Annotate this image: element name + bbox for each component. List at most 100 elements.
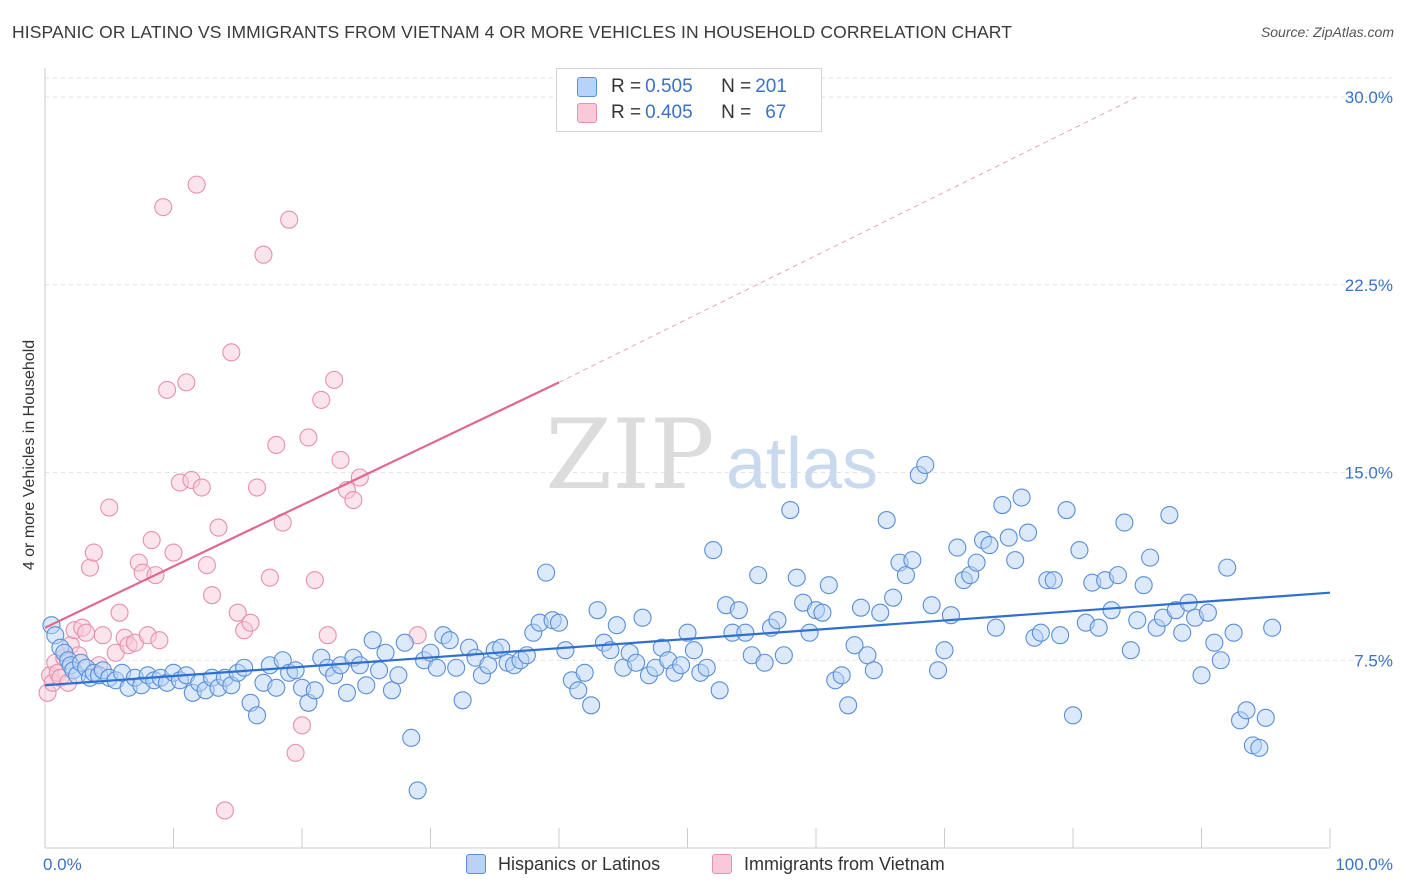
data-point	[813, 603, 832, 622]
bottom-legend-hispanic: Hispanics or Latinos	[466, 852, 660, 876]
data-point	[1018, 523, 1038, 542]
data-point	[903, 551, 922, 570]
data-point	[1044, 571, 1063, 590]
data-point	[1012, 488, 1031, 507]
data-point	[1108, 566, 1128, 585]
data-point	[77, 623, 96, 642]
watermark-atlas: atlas	[726, 424, 878, 504]
legend-r-value: 0.405	[645, 102, 693, 123]
data-point	[896, 566, 916, 585]
legend-swatch-vietnam	[577, 103, 597, 123]
data-point	[408, 781, 427, 800]
data-point	[305, 571, 324, 590]
legend-n-value: 67	[765, 102, 787, 123]
bottom-legend-label-hispanic: Hispanics or Latinos	[498, 853, 661, 874]
data-point	[729, 601, 748, 620]
data-point	[569, 681, 588, 700]
data-point	[1089, 618, 1108, 637]
legend-swatch-hispanic	[577, 77, 597, 97]
watermark-zip: ZIP	[545, 399, 714, 511]
data-point	[344, 490, 363, 510]
data-point	[948, 538, 967, 557]
data-point	[916, 455, 935, 475]
trend-line-vietnam	[44, 381, 560, 629]
data-point	[84, 543, 103, 562]
data-point	[582, 696, 601, 715]
y-tick-label: 15.0%	[1345, 464, 1393, 483]
data-point	[768, 611, 787, 630]
data-point	[1057, 500, 1076, 520]
data-point	[177, 373, 196, 392]
data-point	[1256, 708, 1275, 727]
tick-labels: 7.5% 15.0% 22.5% 30.0% 0.0% 100.0%	[43, 88, 1393, 874]
data-point	[292, 716, 312, 735]
grid-lines	[45, 77, 1392, 661]
legend-row-hispanic: R = 0.505 N = 201	[577, 75, 787, 99]
data-point	[150, 631, 169, 650]
trend-line-hispanic	[44, 591, 1331, 687]
data-point	[845, 636, 864, 655]
x-tick-label: 100.0%	[1335, 855, 1393, 874]
data-point	[839, 696, 858, 715]
data-point	[781, 500, 800, 520]
trend-extension-vietnam	[558, 96, 1138, 383]
data-point	[1224, 623, 1243, 642]
data-point	[1128, 611, 1147, 630]
data-point	[395, 633, 414, 652]
data-point	[1173, 623, 1192, 642]
data-point	[158, 380, 177, 399]
data-point	[749, 566, 768, 585]
data-point	[1121, 641, 1140, 660]
legend-r-label: R =	[611, 102, 642, 123]
data-point	[877, 511, 896, 530]
chart-title: HISPANIC OR LATINO VS IMMIGRANTS FROM VI…	[12, 22, 1012, 42]
data-point	[819, 576, 838, 595]
data-point	[607, 616, 626, 635]
data-point	[376, 643, 395, 662]
data-point	[672, 656, 691, 675]
data-point	[1211, 651, 1230, 670]
data-point	[286, 661, 305, 680]
data-point	[549, 613, 569, 632]
series-vietnam-points	[38, 175, 427, 820]
data-point	[871, 603, 890, 622]
data-point	[710, 681, 729, 700]
data-point	[1192, 666, 1211, 685]
data-point	[1263, 618, 1282, 637]
data-point	[1051, 626, 1070, 645]
data-point	[858, 646, 877, 665]
data-point	[1063, 706, 1083, 725]
data-point	[633, 608, 652, 627]
watermark: ZIP atlas	[545, 399, 878, 511]
data-point	[864, 661, 883, 680]
data-point	[993, 495, 1012, 515]
data-point	[704, 541, 723, 560]
data-point	[370, 661, 389, 680]
data-point	[967, 553, 986, 572]
data-point	[1115, 513, 1134, 532]
legend-r-label: R =	[611, 76, 642, 97]
data-point	[453, 691, 472, 710]
data-point	[254, 245, 273, 264]
legend-row-vietnam: R = 0.405 N = 67	[577, 101, 786, 125]
data-point	[305, 681, 324, 700]
data-point	[331, 450, 350, 470]
data-point	[247, 706, 267, 725]
data-point	[755, 653, 774, 672]
bottom-legend-vietnam: Immigrants from Vietnam	[712, 852, 945, 876]
data-point	[228, 603, 247, 622]
data-point	[337, 683, 357, 702]
data-point	[267, 435, 286, 455]
legend-n-label: N =	[721, 76, 752, 97]
data-point	[787, 568, 806, 587]
data-point	[1006, 551, 1025, 570]
bottom-legend-swatch-vietnam	[712, 854, 732, 874]
data-point	[736, 623, 755, 642]
data-point	[479, 656, 498, 675]
data-point	[980, 536, 999, 555]
axes	[44, 68, 1331, 849]
data-point	[187, 175, 206, 194]
data-point	[697, 658, 716, 677]
legend-n-label: N =	[721, 102, 752, 123]
